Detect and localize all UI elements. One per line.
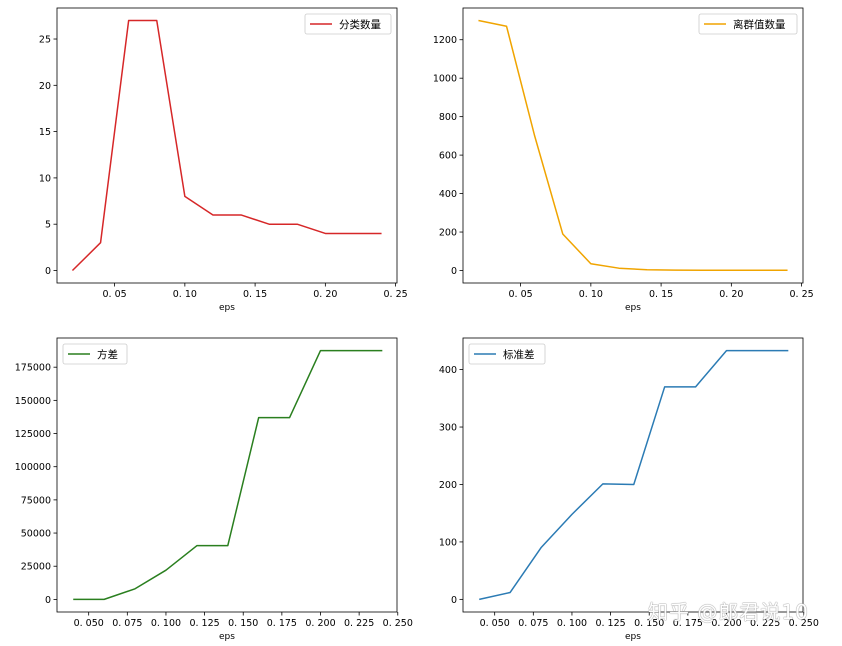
- y-tick-label: 0: [45, 266, 51, 277]
- x-tick-label: 0. 075: [518, 618, 548, 629]
- x-axis-label: eps: [219, 632, 235, 642]
- x-tick-label: 0. 10: [173, 289, 197, 300]
- legend: 分类数量: [304, 13, 392, 35]
- subplot-1: 0. 05 0. 10 0. 15 0. 20 0. 25 0 5 10 15 20 25 eps 分类…: [39, 7, 408, 313]
- x-tick-label: 0. 050: [480, 618, 510, 629]
- x-tick-label: 0. 150: [634, 618, 664, 629]
- x-tick-label: 0. 150: [228, 618, 258, 629]
- y-tick-label: 800: [439, 112, 457, 123]
- x-tick-label: 0. 225: [344, 618, 374, 629]
- x-tick-label: 0. 10: [579, 289, 603, 300]
- x-tick-label: 0. 25: [790, 289, 814, 300]
- y-tick-label: 10: [39, 173, 51, 184]
- y-tick-label: 25000: [21, 562, 51, 573]
- x-tick-label: 0. 05: [103, 289, 127, 300]
- y-tick-label: 5: [45, 220, 51, 231]
- subplot-2: 0. 05 0. 10 0. 15 0. 20 0. 25 0 200 400 600 800 10…: [433, 7, 814, 313]
- y-tick-label: 300: [439, 423, 457, 434]
- legend: 标准差: [468, 343, 546, 365]
- x-tick-label: 0. 100: [557, 618, 587, 629]
- x-tick-label: 0. 175: [673, 618, 703, 629]
- y-tick-label: 0: [451, 595, 457, 606]
- x-axis-label: eps: [625, 303, 641, 313]
- y-tick-label: 400: [439, 365, 457, 376]
- y-tick-label: 125000: [15, 429, 51, 440]
- x-tick-label: 0. 125: [595, 618, 625, 629]
- legend-label: 分类数量: [339, 18, 381, 31]
- y-tick-label: 0: [45, 595, 51, 606]
- y-tick-label: 1000: [433, 74, 457, 85]
- x-tick-label: 0. 175: [267, 618, 297, 629]
- series-line: [479, 349, 789, 601]
- x-tick-label: 0. 200: [305, 618, 335, 629]
- series-line: [71, 19, 382, 272]
- x-axis-label: eps: [625, 632, 641, 642]
- x-tick-label: 0. 225: [750, 618, 780, 629]
- subplot-4: 0. 050 0. 075 0. 100 0. 125 0. 150 0. 175 0. 2…: [439, 337, 819, 642]
- x-tick-label: 0. 100: [151, 618, 181, 629]
- x-tick-label: 0. 050: [74, 618, 104, 629]
- legend-label: 标准差: [503, 348, 535, 361]
- x-tick-label: 0. 075: [112, 618, 142, 629]
- y-tick-label: 200: [439, 480, 457, 491]
- axes-frame: [56, 7, 398, 284]
- axes-frame: [462, 7, 804, 284]
- legend-label: 离群值数量: [733, 18, 786, 31]
- y-tick-label: 175000: [15, 363, 51, 374]
- x-tick-label: 0. 125: [189, 618, 219, 629]
- legend-box: [698, 13, 798, 35]
- x-tick-label: 0. 200: [711, 618, 741, 629]
- y-tick-label: 20: [39, 81, 51, 92]
- y-tick-label: 50000: [21, 529, 51, 540]
- series-line: [73, 349, 383, 601]
- y-tick-label: 100000: [15, 462, 51, 473]
- legend: 方差: [62, 343, 128, 365]
- legend: 离群值数量: [698, 13, 798, 35]
- watermark: 知乎 @郎君说10: [648, 600, 809, 624]
- y-tick-label: 600: [439, 151, 457, 162]
- x-tick-label: 0. 15: [243, 289, 267, 300]
- subplot-3: 0. 050 0. 075 0. 100 0. 125 0. 150 0. 175 0. 2…: [15, 337, 413, 642]
- y-tick-label: 0: [451, 266, 457, 277]
- x-tick-label: 0. 250: [383, 618, 413, 629]
- legend-box: [62, 343, 128, 365]
- axes-frame: [56, 337, 398, 613]
- series-line: [478, 19, 788, 272]
- y-tick-label: 150000: [15, 396, 51, 407]
- axes-frame: [462, 337, 804, 613]
- x-tick-label: 0. 15: [649, 289, 673, 300]
- x-tick-label: 0. 05: [509, 289, 533, 300]
- x-tick-label: 0. 25: [384, 289, 408, 300]
- y-tick-label: 15: [39, 127, 51, 138]
- legend-box: [468, 343, 546, 365]
- y-tick-label: 25: [39, 35, 51, 46]
- y-tick-label: 1200: [433, 35, 457, 46]
- y-tick-label: 75000: [21, 495, 51, 506]
- y-tick-label: 200: [439, 228, 457, 239]
- x-axis-label: eps: [219, 303, 235, 313]
- x-tick-label: 0. 250: [789, 618, 819, 629]
- x-tick-label: 0. 20: [719, 289, 743, 300]
- y-tick-label: 400: [439, 189, 457, 200]
- x-tick-label: 0. 20: [313, 289, 337, 300]
- legend-box: [304, 13, 392, 35]
- y-tick-label: 100: [439, 537, 457, 548]
- legend-label: 方差: [97, 348, 118, 361]
